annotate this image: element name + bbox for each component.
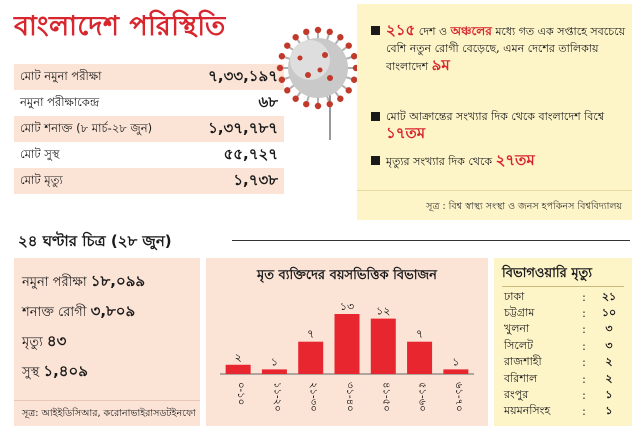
summary-stats-table: মোট নমুনা পরীক্ষা ৭,৩৩,১৯৭ নমুনা পরীক্ষা… — [14, 64, 284, 194]
day-tests: নমুনা পরীক্ষা ১৮,০৯৯ — [22, 272, 146, 290]
fact-item: ২১৫ দেশ ও অঞ্চলের মধ্যে গত এক সপ্তাহে সব… — [371, 22, 626, 75]
bar-value-label: ৭ — [416, 328, 423, 341]
stat-value: ৬৮ — [258, 92, 279, 111]
division-value: ২ — [605, 371, 613, 385]
division-name: রাজশাহী — [504, 355, 542, 369]
division-value: ১ — [605, 388, 613, 402]
stat-value: ১,৩৭,৭৮৭ — [208, 118, 278, 137]
division-title: বিভাগওয়ারি মৃত্যু — [502, 266, 593, 281]
division-name: রংপুর — [504, 388, 529, 402]
bar — [225, 364, 251, 374]
age-breakdown-chart: মৃত ব্যক্তিদের বয়সভিত্তিক বিভাজন ২ ০-১০ ১… — [206, 258, 488, 426]
stat-value: ১,৭৩৮ — [233, 170, 278, 189]
bar-value-label: ৭ — [307, 328, 314, 341]
bar — [261, 369, 287, 374]
division-name: চট্টগ্রাম — [504, 306, 535, 320]
division-value: ৩ — [605, 322, 613, 336]
stat-row: মোট মৃত্যু ১,৭৩৮ — [14, 168, 284, 194]
division-separator: : — [582, 323, 586, 337]
division-row: চট্টগ্রাম: ১০ — [504, 305, 624, 321]
division-row: রংপুর: ১ — [504, 387, 624, 403]
division-value: ৩ — [605, 338, 613, 352]
division-deaths-panel: বিভাগওয়ারি মৃত্যু ঢাকা:২১ চট্টগ্রাম:১০ খু… — [494, 258, 632, 426]
chart-title: মৃত ব্যক্তিদের বয়সভিত্তিক বিভাজন — [257, 268, 437, 283]
division-row: ময়মনসিংহ: ১ — [504, 404, 624, 420]
division-list: ঢাকা:২১ চট্টগ্রাম:১০ খুলনা:৩ সিলেট:৩ রাজশাহী… — [504, 289, 624, 420]
bar-value-label: ১২ — [376, 305, 390, 318]
x-tick-label: ২১-৩০ — [308, 382, 319, 412]
section-divider — [232, 240, 630, 241]
division-name: বরিশাল — [504, 371, 538, 385]
division-separator: : — [582, 356, 586, 370]
bar-value-label: ১ — [271, 355, 278, 368]
division-row: রাজশাহী: ২ — [504, 355, 624, 371]
stat-row: নমুনা পরীক্ষাকেন্দ্র ৬৮ — [14, 90, 284, 116]
division-separator: : — [582, 405, 586, 419]
coronavirus-illustration — [276, 26, 360, 140]
division-separator: : — [582, 372, 586, 386]
bar — [334, 314, 360, 374]
stat-row: মোট নমুনা পরীক্ষা ৭,৩৩,১৯৭ — [14, 64, 284, 90]
square-bullet-icon — [371, 26, 380, 35]
division-value: ১০ — [601, 306, 617, 320]
stat-row: মোট সুস্থ ৫৫,৭২৭ — [14, 142, 284, 168]
division-value: ২ — [605, 355, 613, 369]
stat-label: মোট মৃত্যু — [20, 172, 63, 187]
division-name: সিলেট — [504, 338, 534, 352]
bar-value-label: ১৩ — [340, 300, 354, 313]
day-summary-panel: নমুনা পরীক্ষা ১৮,০৯৯ শনাক্ত রোগী ৩,৮০৯ ম… — [14, 258, 200, 426]
division-name: ঢাকা — [504, 289, 525, 303]
division-value: ২১ — [601, 289, 617, 303]
division-divider — [502, 286, 624, 287]
division-name: ময়মনসিংহ — [504, 404, 551, 418]
facts-panel: ২১৫ দেশ ও অঞ্চলের মধ্যে গত এক সপ্তাহে সব… — [357, 4, 632, 220]
stat-value: ৭,৩৩,১৯৭ — [208, 66, 278, 85]
division-row: বরিশাল: ২ — [504, 371, 624, 387]
x-tick-label: ৫১-৬০ — [417, 382, 428, 412]
stat-label: মোট নমুনা পরীক্ষা — [20, 68, 102, 83]
bar-value-label: ১ — [452, 355, 459, 368]
division-row: ঢাকা: ২১ — [504, 289, 624, 305]
bar — [407, 341, 433, 374]
bar-value-label: ২ — [235, 351, 242, 364]
stat-value: ৫৫,৭২৭ — [223, 144, 278, 163]
day-source: সূত্র: আইইডিসিআর, করোনাভাইরাসডটইনফো — [14, 400, 200, 426]
fact-item: মোট আক্রান্তের সংখ্যার দিক থেকে বাংলাদেশ… — [371, 108, 626, 143]
day-deaths: মৃত্যু ৪৩ — [22, 332, 67, 350]
x-tick-label: ৩১-৪০ — [344, 382, 355, 412]
x-tick-label: ৬১-৭০ — [453, 382, 464, 412]
bar — [298, 341, 324, 374]
chart-plot: ২ ০-১০ ১ ১১-২০ ৭ ২১-৩০ ১৩ ৩১-৪০ ১২ ৪১-৫০ ৭ ৫১-৬০ ১ ৬১… — [220, 300, 474, 412]
day-recovered: সুস্থ ১,৪০৯ — [22, 362, 88, 380]
bar — [370, 318, 396, 374]
facts-source: সূত্র : বিশ্ব স্বাস্থ্য সংস্থা ও জনস হপক… — [357, 190, 632, 220]
division-row: সিলেট: ৩ — [504, 338, 624, 354]
day-cases: শনাক্ত রোগী ৩,৮০৯ — [22, 302, 136, 320]
bar — [443, 369, 469, 374]
x-tick-label: ১১-২০ — [271, 382, 282, 412]
section-title: ২৪ ঘণ্টার চিত্র (২৮ জুন) — [18, 232, 172, 250]
division-separator: : — [582, 389, 586, 403]
division-separator: : — [582, 307, 586, 321]
stat-label: মোট সুস্থ — [20, 146, 60, 161]
stat-label: মোট শনাক্ত (৮ মার্চ-২৮ জুন) — [20, 120, 153, 135]
square-bullet-icon — [371, 156, 380, 165]
page-title: বাংলাদেশ পরিস্থিতি — [14, 11, 226, 42]
division-separator: : — [582, 290, 586, 304]
stat-label: নমুনা পরীক্ষাকেন্দ্র — [20, 94, 100, 109]
division-separator: : — [582, 339, 586, 353]
division-name: খুলনা — [504, 322, 530, 336]
division-row: খুলনা: ৩ — [504, 322, 624, 338]
fact-item: মৃত্যুর সংখ্যার দিক থেকে ২৭তম — [371, 152, 626, 170]
division-value: ১ — [605, 404, 613, 418]
stat-row: মোট শনাক্ত (৮ মার্চ-২৮ জুন) ১,৩৭,৭৮৭ — [14, 116, 284, 142]
x-tick-label: ০-১০ — [235, 382, 246, 405]
x-tick-label: ৪১-৫০ — [380, 382, 391, 412]
square-bullet-icon — [371, 112, 380, 121]
